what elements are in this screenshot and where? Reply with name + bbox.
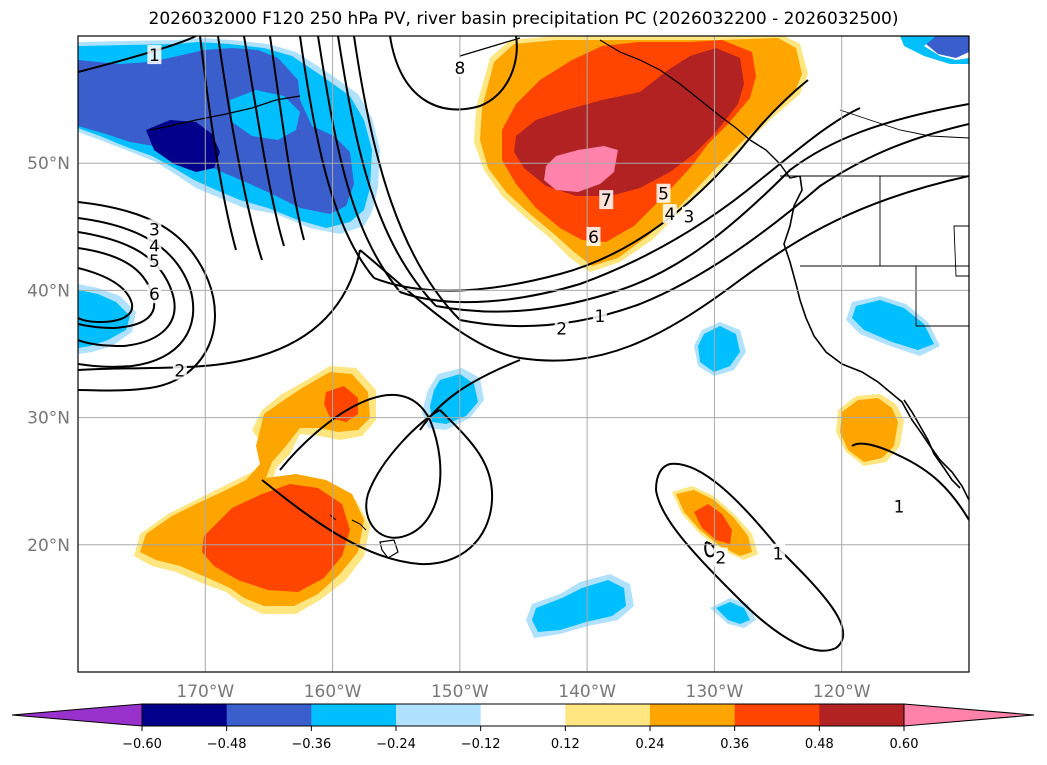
contour-label: 1 [594, 307, 605, 327]
colorbar-segment [734, 704, 820, 726]
contour-label-bg [554, 318, 569, 338]
colorbar: −0.60 −0.48 −0.36 −0.24 −0.12 0.12 0.24 0.36 0.4… [11, 703, 1035, 752]
negative-anomaly-south-central [526, 574, 634, 638]
lat-tick-label: 20°N [27, 536, 70, 556]
colorbar-segment [819, 704, 905, 726]
colorbar-tick-label: −0.36 [291, 737, 331, 752]
colorbar-extend-high [903, 703, 1035, 727]
colorbar-segment [226, 704, 312, 726]
colorbar-extend-low [11, 703, 143, 727]
lon-tick-label: 140°W [558, 682, 616, 702]
contour-label-bg [771, 543, 786, 563]
negative-anomaly-ne-corner [926, 36, 969, 58]
contour-label: 2 [715, 549, 726, 569]
contour-label-bg [452, 57, 467, 77]
positive-anomaly-ne-pacific [474, 36, 808, 272]
contour-label-bg [662, 204, 677, 224]
colorbar-tick-label: 0.12 [551, 737, 580, 752]
lat-tick-label: 30°N [27, 409, 70, 429]
contour-label-bg [713, 547, 728, 567]
colorbar-tick-label: 0.48 [805, 737, 834, 752]
positive-anomaly-hawaii-region [134, 366, 376, 614]
contour-label: 8 [454, 59, 465, 79]
colorbar-segment [565, 704, 651, 726]
colorbar-segment [650, 704, 736, 726]
plot-frame [77, 35, 970, 673]
contour-label: 6 [149, 285, 160, 305]
contour-label: 3 [149, 220, 160, 240]
longitude-labels: 170°W 160°W 150°W 140°W 130°W 120°W [176, 682, 870, 702]
colorbar-tick-label: −0.12 [461, 737, 501, 752]
colorbar-segment [396, 704, 482, 726]
colorbar-tick-label: −0.24 [376, 737, 416, 752]
contour-label: 5 [658, 185, 669, 205]
contour-label-bg [586, 226, 601, 246]
negative-anomaly-nevada-utah [846, 296, 940, 356]
contour-label-bg [891, 496, 906, 516]
contour-label-bg [599, 190, 614, 210]
contour-label: 4 [664, 205, 675, 225]
contour-label: 4 [149, 237, 160, 257]
lon-tick-label: 150°W [431, 682, 489, 702]
lon-tick-label: 130°W [686, 682, 744, 702]
colorbar-tick-label: −0.48 [207, 737, 247, 752]
positive-anomaly-baja-california [836, 394, 904, 466]
pv-contours [78, 36, 969, 652]
contour-label: 6 [588, 228, 599, 248]
colorbar-tick-label: −0.60 [122, 737, 162, 752]
lon-tick-label: 120°W [813, 682, 871, 702]
colorbar-frame [141, 703, 905, 727]
contour-label: 5 [149, 252, 160, 272]
colorbar-segment [311, 704, 397, 726]
contour-label: 1 [149, 46, 160, 66]
contour-label: 1 [773, 545, 784, 565]
negative-anomaly-east-pacific [694, 322, 746, 376]
lon-tick-label: 170°W [176, 682, 234, 702]
negative-anomaly-ne-corner-edge [900, 36, 969, 64]
gridlines [78, 36, 969, 672]
contour-label-bg [147, 235, 162, 255]
chart-title: 2026032000 F120 250 hPa PV, river basin … [148, 9, 899, 29]
plot-area [78, 36, 969, 672]
colorbar-tick-label: 0.36 [720, 737, 749, 752]
colorbar-tick-label: 0.60 [890, 737, 919, 752]
latitude-labels: 20°N 30°N 40°N 50°N [27, 154, 70, 556]
contour-label-bg [147, 251, 162, 271]
lat-tick-label: 50°N [27, 154, 70, 174]
contour-label-bg [172, 360, 187, 380]
contour-label: 1 [894, 498, 905, 518]
contour-label-bg [147, 219, 162, 239]
lat-tick-label: 40°N [27, 281, 70, 301]
contour-label-bg [147, 45, 162, 65]
contour-label: 3 [684, 208, 695, 228]
colorbar-segment [480, 704, 566, 726]
contour-label: 7 [601, 191, 612, 211]
colorbar-segment [142, 704, 228, 726]
lon-tick-label: 160°W [304, 682, 362, 702]
negative-anomaly-west-edge [78, 284, 136, 354]
contour-label: 2 [174, 362, 185, 382]
contour-label: 2 [556, 320, 567, 340]
contour-label-bg [147, 284, 162, 304]
contour-label-bg [592, 305, 607, 325]
contour-label-bg [656, 183, 671, 203]
colorbar-tick-label: 0.24 [636, 737, 665, 752]
contour-label-bg [681, 206, 696, 226]
